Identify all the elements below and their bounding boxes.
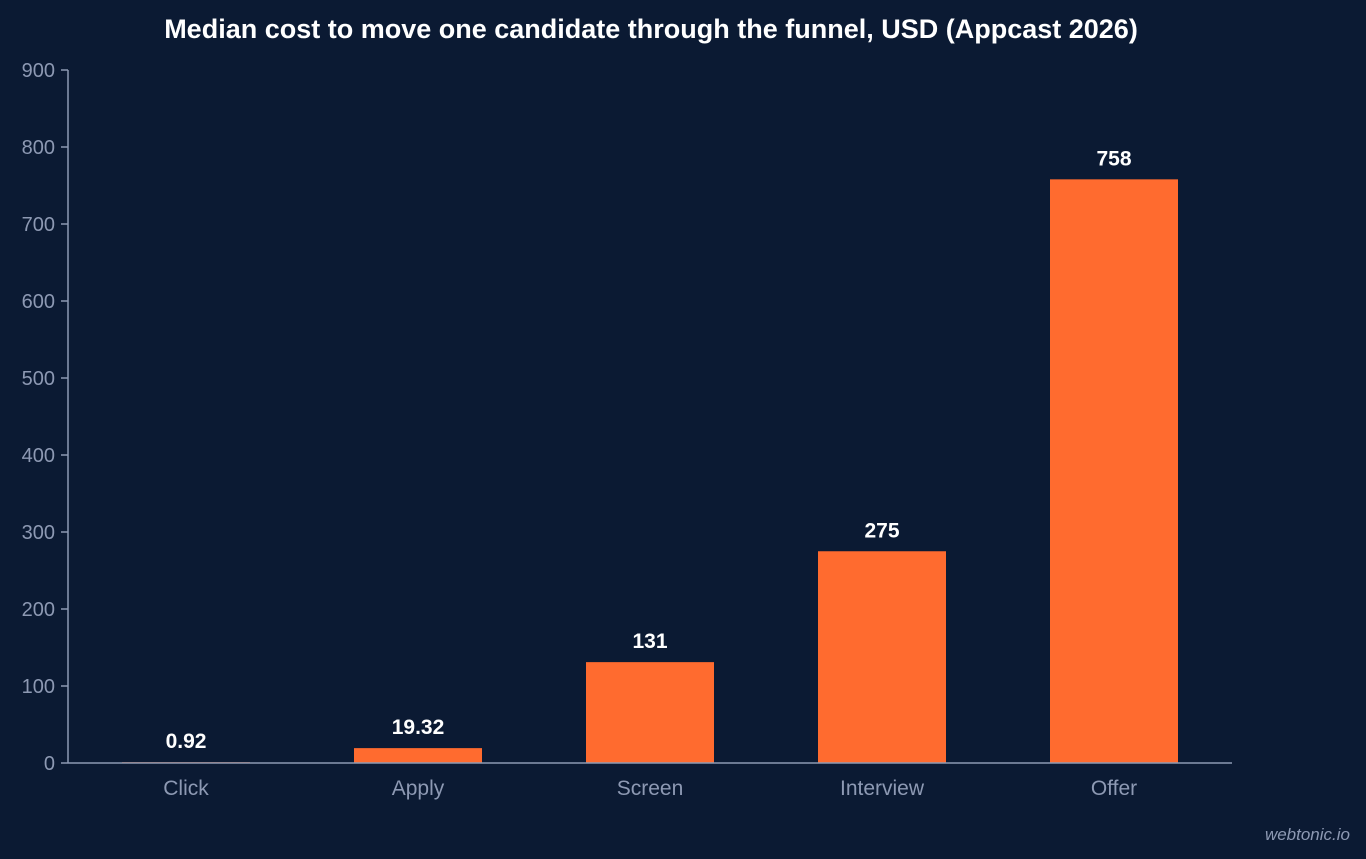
y-tick-label: 100 xyxy=(22,676,55,698)
value-label-apply: 19.32 xyxy=(392,716,445,739)
value-label-click: 0.92 xyxy=(166,730,207,753)
y-tick-label: 500 xyxy=(22,368,55,390)
x-tick-label-apply: Apply xyxy=(392,777,445,800)
y-tick-label: 900 xyxy=(22,60,55,82)
bar-interview xyxy=(818,551,946,763)
watermark: webtonic.io xyxy=(1265,825,1350,844)
y-tick-label: 800 xyxy=(22,137,55,159)
x-tick-label-click: Click xyxy=(163,777,209,800)
y-tick-label: 700 xyxy=(22,214,55,236)
value-label-screen: 131 xyxy=(632,630,667,653)
y-tick-label: 600 xyxy=(22,291,55,313)
value-label-interview: 275 xyxy=(864,519,899,542)
x-tick-label-interview: Interview xyxy=(840,777,925,800)
y-tick-label: 400 xyxy=(22,445,55,467)
x-tick-label-screen: Screen xyxy=(617,777,684,800)
x-axis-labels: Click Apply Screen Interview Offer xyxy=(163,777,1137,800)
y-axis-ticks: 0 100 200 300 400 500 600 700 800 900 xyxy=(22,60,68,775)
value-labels-group: 0.92 19.32 131 275 758 xyxy=(166,147,1132,753)
y-tick-label: 0 xyxy=(44,753,55,775)
bar-apply xyxy=(354,748,482,763)
value-label-offer: 758 xyxy=(1096,147,1131,170)
x-tick-label-offer: Offer xyxy=(1091,777,1137,800)
y-tick-label: 300 xyxy=(22,522,55,544)
chart-title: Median cost to move one candidate throug… xyxy=(164,14,1138,44)
y-tick-label: 200 xyxy=(22,599,55,621)
bars-group xyxy=(122,179,1178,764)
bar-offer xyxy=(1050,179,1178,764)
bar-screen xyxy=(586,662,714,763)
